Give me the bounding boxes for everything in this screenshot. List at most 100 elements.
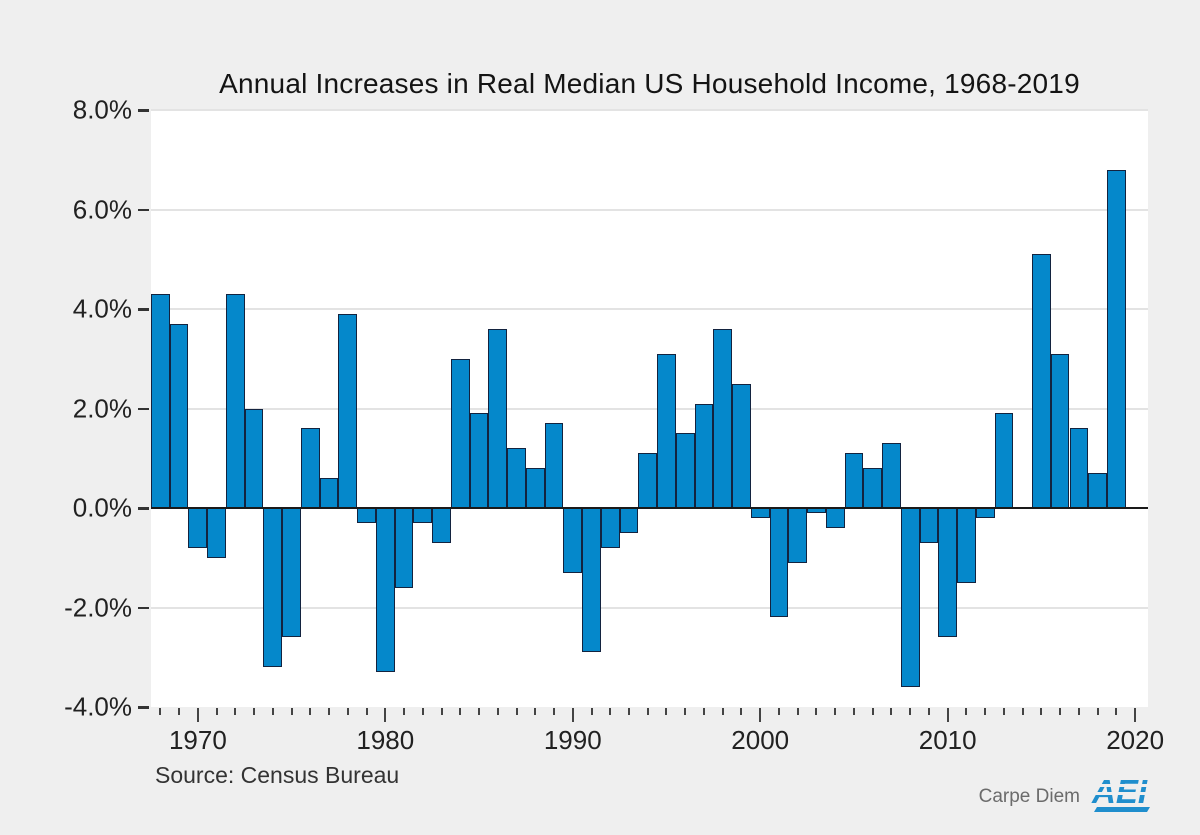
x-tick-1975 xyxy=(290,708,293,715)
x-tick-1984 xyxy=(459,708,462,715)
x-tick-label-2010: 2010 xyxy=(918,725,977,755)
bar-1977 xyxy=(319,478,339,508)
bar-2011 xyxy=(957,508,976,583)
bar-1994 xyxy=(638,453,658,508)
bar-1995 xyxy=(657,353,676,508)
bar-1982 xyxy=(413,508,433,523)
x-tick-2020 xyxy=(1134,708,1137,722)
x-tick-2008 xyxy=(909,708,912,715)
bar-1980 xyxy=(375,508,395,673)
x-tick-2007 xyxy=(890,708,893,715)
gridline--2pct xyxy=(151,606,1148,609)
bar-2006 xyxy=(863,468,883,508)
bar-1987 xyxy=(507,448,526,508)
bar-2015 xyxy=(1032,254,1051,508)
y-tick--4pct xyxy=(138,706,149,709)
x-tick-1971 xyxy=(215,708,218,715)
bar-2000 xyxy=(750,508,770,518)
x-tick-1999 xyxy=(740,708,743,715)
x-tick-1974 xyxy=(271,708,274,715)
gridline-8pct xyxy=(151,109,1148,111)
x-tick-2019 xyxy=(1115,708,1118,715)
y-tick--2pct xyxy=(138,606,149,609)
x-tick-2006 xyxy=(871,708,874,715)
x-tick-label-1990: 1990 xyxy=(543,725,602,755)
x-tick-label-2000: 2000 xyxy=(731,725,790,755)
y-tick-6pct xyxy=(138,208,149,211)
bar-1996 xyxy=(675,433,695,508)
x-tick-2005 xyxy=(852,708,855,715)
x-tick-1973 xyxy=(253,708,256,715)
bar-1974 xyxy=(263,508,283,668)
x-tick-1985 xyxy=(478,708,481,715)
x-tick-2003 xyxy=(815,708,818,715)
x-tick-1981 xyxy=(403,708,406,715)
x-tick-2015 xyxy=(1040,708,1043,715)
y-tick-label--2pct: -2.0% xyxy=(64,592,132,622)
x-tick-label-1980: 1980 xyxy=(356,725,415,755)
x-tick-1972 xyxy=(234,708,237,715)
bar-1990 xyxy=(563,508,583,573)
x-tick-2009 xyxy=(927,708,930,715)
x-tick-2017 xyxy=(1077,708,1080,715)
x-tick-2016 xyxy=(1059,708,1062,715)
bar-1998 xyxy=(713,328,733,508)
x-tick-2002 xyxy=(796,708,799,715)
x-tick-1976 xyxy=(309,708,312,715)
bar-2008 xyxy=(900,508,920,688)
y-tick-0pct xyxy=(138,507,149,510)
x-tick-2000 xyxy=(759,708,762,722)
bar-1985 xyxy=(469,413,489,508)
branding: Carpe Diem AEI xyxy=(979,775,1162,819)
x-tick-1991 xyxy=(590,708,593,715)
bar-2016 xyxy=(1050,353,1070,508)
bar-1971 xyxy=(207,508,226,558)
x-tick-1968 xyxy=(159,708,162,715)
bar-1969 xyxy=(169,323,189,508)
chart-title: Annual Increases in Real Median US House… xyxy=(219,68,1080,99)
bar-2001 xyxy=(769,508,789,618)
y-tick-4pct xyxy=(138,308,149,311)
y-tick-label-2pct: 2.0% xyxy=(72,393,132,423)
carpe-diem-label: Carpe Diem xyxy=(978,786,1080,807)
bar-1972 xyxy=(225,294,245,508)
x-tick-1995 xyxy=(665,708,668,715)
x-tick-1993 xyxy=(627,708,630,715)
bar-2009 xyxy=(919,508,939,543)
x-tick-1982 xyxy=(421,708,424,715)
source-note: Source: Census Bureau xyxy=(155,762,400,788)
x-tick-1970 xyxy=(196,708,199,722)
x-tick-2004 xyxy=(834,708,837,715)
x-tick-1990 xyxy=(571,708,574,722)
bar-1993 xyxy=(619,508,639,533)
x-tick-1994 xyxy=(646,708,649,715)
x-tick-2018 xyxy=(1096,708,1099,715)
x-tick-2010 xyxy=(946,708,949,722)
bar-1986 xyxy=(488,328,508,508)
bar-1970 xyxy=(188,508,208,548)
x-tick-1996 xyxy=(684,708,687,715)
x-tick-1977 xyxy=(328,708,331,715)
bar-1981 xyxy=(394,508,414,588)
x-tick-1987 xyxy=(515,708,518,715)
bar-1999 xyxy=(732,383,751,508)
plot-area xyxy=(151,109,1148,707)
bar-1988 xyxy=(525,468,545,508)
x-tick-2014 xyxy=(1021,708,1024,715)
bar-1992 xyxy=(600,508,620,548)
x-tick-2013 xyxy=(1002,708,1005,715)
aei-logo-icon: AEI xyxy=(1090,775,1160,812)
x-tick-1979 xyxy=(365,708,368,715)
gridline-4pct xyxy=(151,308,1148,310)
bar-2004 xyxy=(825,508,845,528)
x-tick-1988 xyxy=(534,708,537,715)
bar-2013 xyxy=(994,413,1014,508)
bar-2019 xyxy=(1106,169,1126,508)
bar-1989 xyxy=(544,423,564,508)
bar-1997 xyxy=(694,403,714,508)
bar-1991 xyxy=(582,508,601,653)
bar-2018 xyxy=(1088,473,1107,508)
x-tick-1998 xyxy=(721,708,724,715)
x-tick-label-1970: 1970 xyxy=(168,725,227,755)
